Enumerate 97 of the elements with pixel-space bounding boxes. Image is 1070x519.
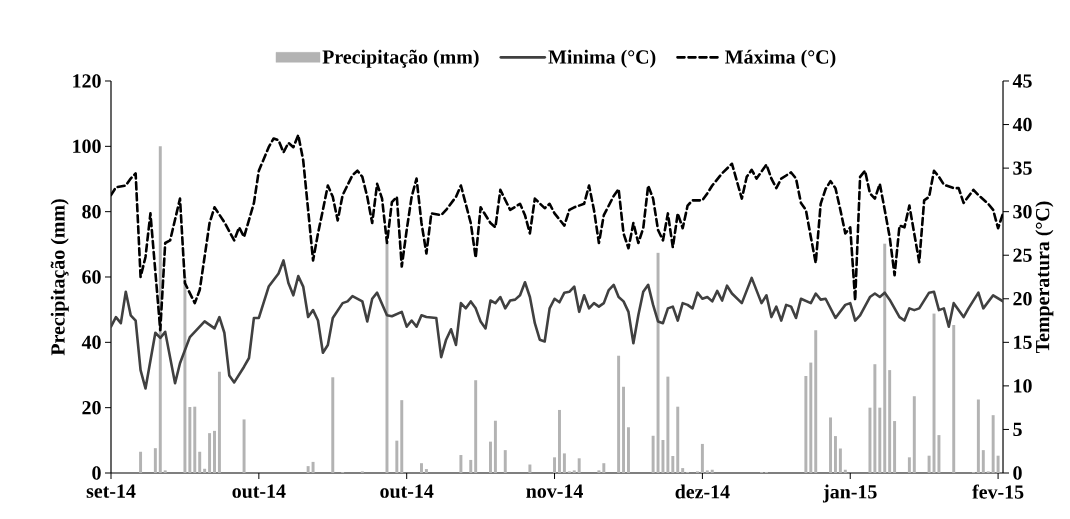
bar — [878, 407, 882, 473]
bar — [331, 377, 335, 473]
y2-tick-label: 25 — [1013, 248, 1032, 262]
bar — [306, 466, 310, 473]
bar — [217, 371, 221, 473]
y-tick-label: 0 — [92, 466, 101, 480]
bar — [395, 440, 399, 473]
bar — [208, 433, 212, 473]
bar — [528, 464, 532, 473]
bar — [996, 455, 1000, 473]
y2-tick-label: 35 — [1013, 161, 1032, 175]
bar — [651, 435, 655, 473]
y2-tick-label: 20 — [1013, 292, 1032, 306]
legend-label: Precipitação (mm) — [322, 49, 479, 68]
bar — [705, 470, 709, 473]
bar — [503, 450, 507, 473]
y-tick-label: 120 — [73, 74, 101, 88]
bar — [572, 470, 576, 473]
legend-label: Máxima (°C) — [725, 49, 836, 68]
x-tick-label: set-14 — [86, 484, 136, 498]
bar — [622, 386, 626, 473]
bar — [681, 468, 685, 473]
bar — [493, 420, 497, 473]
y-tick-label: 100 — [73, 139, 101, 154]
x-tick-label: fev-15 — [972, 484, 1024, 499]
bar — [912, 396, 916, 473]
bar — [183, 277, 187, 473]
bar — [710, 469, 714, 473]
bar — [459, 455, 463, 473]
bar — [489, 441, 492, 473]
y2-tick-label: 45 — [1012, 74, 1032, 88]
bar — [242, 419, 246, 473]
y-tick-label: 20 — [82, 400, 101, 415]
bar — [617, 355, 621, 473]
bar — [602, 463, 606, 473]
bar — [562, 453, 566, 473]
y2-axis-title: Temperatura (°C) — [1035, 201, 1054, 354]
bar — [893, 421, 897, 473]
bar — [400, 400, 404, 473]
y2-tick-label: 5 — [1013, 422, 1022, 437]
y-axis-title: Precipitação (mm) — [50, 199, 69, 356]
bar — [597, 470, 601, 473]
bar — [198, 451, 202, 473]
x-tick-label: out-14 — [232, 484, 286, 498]
bar — [213, 430, 216, 473]
bar — [829, 417, 832, 473]
bar — [671, 456, 675, 473]
bar — [883, 243, 887, 473]
bar — [666, 376, 670, 473]
bar — [804, 375, 808, 473]
bar — [809, 362, 813, 473]
bar — [626, 427, 630, 473]
bar — [557, 409, 561, 473]
x-tick-label: jan-15 — [822, 484, 877, 503]
y-tick-label: 80 — [82, 204, 101, 219]
bar — [700, 443, 704, 473]
x-tick-label: out-14 — [380, 484, 434, 498]
bar — [927, 455, 931, 473]
bar — [153, 448, 157, 473]
bar — [193, 406, 197, 473]
bar — [907, 457, 911, 473]
bar — [469, 459, 473, 473]
bar — [577, 458, 581, 473]
bar — [311, 461, 315, 473]
x-tick-label: dez-14 — [675, 484, 730, 499]
bar — [833, 436, 837, 473]
bar — [188, 407, 192, 473]
bar — [474, 380, 478, 473]
y2-tick-label: 15 — [1014, 335, 1032, 349]
bar — [203, 468, 207, 473]
bar — [424, 469, 428, 473]
bar — [656, 252, 660, 473]
bar — [553, 457, 557, 473]
bar — [888, 370, 892, 473]
legend-label: Minima (°C) — [548, 49, 656, 68]
bar — [814, 330, 818, 473]
bar — [976, 399, 980, 473]
bar — [873, 364, 877, 473]
bar — [868, 407, 872, 473]
bar — [676, 406, 680, 473]
line-series — [111, 259, 1004, 390]
y2-tick-label: 30 — [1013, 204, 1032, 219]
y-tick-label: 40 — [81, 335, 101, 350]
bar — [163, 470, 167, 473]
bar — [937, 435, 941, 473]
bar — [952, 325, 956, 473]
y2-tick-label: 40 — [1012, 117, 1032, 132]
bar — [139, 451, 143, 473]
y2-tick-label: 10 — [1014, 379, 1032, 393]
y-tick-label: 60 — [82, 270, 101, 284]
bar — [991, 415, 995, 473]
bar — [981, 450, 985, 473]
x-tick-label: nov-14 — [526, 484, 583, 498]
bar — [420, 463, 423, 473]
bar — [843, 469, 847, 473]
y2-tick-label: 0 — [1013, 466, 1022, 480]
bar — [838, 448, 842, 473]
